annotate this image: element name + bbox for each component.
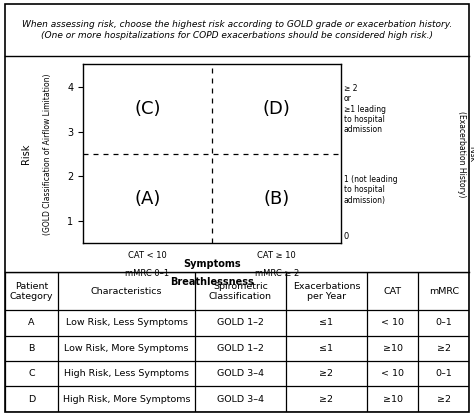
Text: mMRC: mMRC [428,287,459,296]
Text: A: A [28,318,35,327]
Text: GOLD 1–2: GOLD 1–2 [217,318,264,327]
Text: Characteristics: Characteristics [91,287,163,296]
Text: ≥2: ≥2 [319,395,333,404]
Text: D: D [28,395,35,404]
Text: (A): (A) [134,190,161,208]
Text: Patient
Category: Patient Category [9,282,53,301]
Text: Spirometric
Classification: Spirometric Classification [209,282,272,301]
Text: High Risk, Less Symptoms: High Risk, Less Symptoms [64,369,189,378]
Text: ≤1: ≤1 [319,344,333,353]
Text: ≤1: ≤1 [319,318,333,327]
Text: B: B [28,344,35,353]
Text: GOLD 1–2: GOLD 1–2 [217,344,264,353]
Text: ≥10: ≥10 [383,395,402,404]
Text: ≥2: ≥2 [437,395,451,404]
Text: ≥2: ≥2 [437,344,451,353]
Text: ≥10: ≥10 [383,344,402,353]
Text: CAT < 10: CAT < 10 [128,250,167,260]
Text: mMRC ≥ 2: mMRC ≥ 2 [255,269,299,278]
Text: Low Risk, More Symptoms: Low Risk, More Symptoms [64,344,189,353]
Text: 0–1: 0–1 [435,369,452,378]
Text: GOLD 3–4: GOLD 3–4 [217,395,264,404]
Text: 1 (not leading
to hospital
admission): 1 (not leading to hospital admission) [344,175,397,205]
Text: (D): (D) [263,100,291,118]
Text: ≥ 2
or
≥1 leading
to hospital
admission: ≥ 2 or ≥1 leading to hospital admission [344,84,386,134]
Text: 0–1: 0–1 [435,318,452,327]
Text: (C): (C) [134,100,161,118]
Text: CAT ≥ 10: CAT ≥ 10 [257,250,296,260]
Text: CAT: CAT [383,287,401,296]
Text: mMRC 0–1: mMRC 0–1 [126,269,170,278]
Text: High Risk, More Symptoms: High Risk, More Symptoms [63,395,191,404]
Text: 0: 0 [344,232,349,241]
Text: ≥2: ≥2 [319,369,333,378]
Text: Risk
(Exacerbation History): Risk (Exacerbation History) [457,111,474,197]
Text: Low Risk, Less Symptoms: Low Risk, Less Symptoms [66,318,188,327]
Text: Breathlessness: Breathlessness [170,277,254,287]
Text: (B): (B) [264,190,290,208]
Text: < 10: < 10 [381,318,404,327]
Text: C: C [28,369,35,378]
Text: GOLD 3–4: GOLD 3–4 [217,369,264,378]
Text: (GOLD Classification of Airflow Limitation): (GOLD Classification of Airflow Limitati… [43,73,52,235]
Text: When assessing risk, choose the highest risk according to GOLD grade or exacerba: When assessing risk, choose the highest … [22,20,452,40]
Text: Exacerbations
per Year: Exacerbations per Year [292,282,360,301]
Text: Risk: Risk [21,144,31,164]
Text: Symptoms: Symptoms [183,259,241,269]
Text: < 10: < 10 [381,369,404,378]
